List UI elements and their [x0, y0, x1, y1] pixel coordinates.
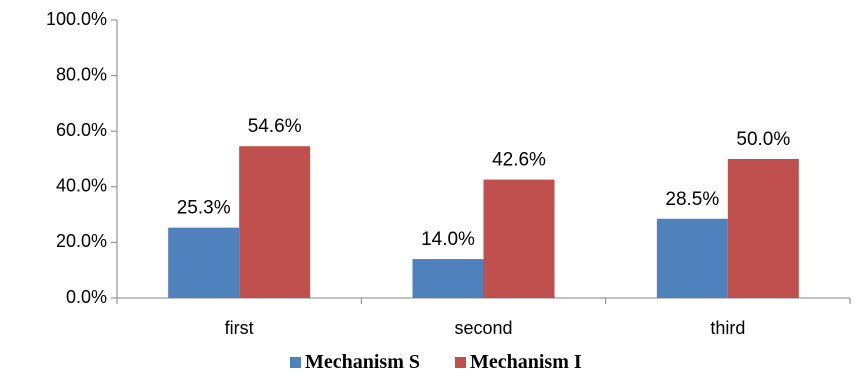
- y-axis: 0.0% 20.0% 40.0% 60.0% 80.0% 100.0%: [46, 9, 118, 307]
- data-label: 14.0%: [421, 229, 475, 250]
- y-tick-label: 40.0%: [56, 176, 107, 196]
- bar-mechanism-i-third: [727, 159, 799, 298]
- x-tick-label: third: [710, 318, 745, 338]
- x-tick-label: second: [454, 318, 512, 338]
- data-label: 50.0%: [736, 129, 790, 150]
- y-tick-label: 60.0%: [56, 120, 107, 140]
- x-axis: first second third: [116, 297, 851, 338]
- bar-mechanism-s-third: [656, 218, 728, 298]
- legend: Mechanism S Mechanism I: [290, 351, 582, 373]
- bar-mechanism-s-first: [168, 227, 240, 298]
- y-tick-label: 0.0%: [66, 287, 107, 307]
- data-label: 42.6%: [492, 150, 546, 171]
- legend-swatch: [290, 357, 301, 368]
- data-labels: 25.3% 14.0% 28.5% 54.6% 42.6% 50.0%: [177, 116, 791, 250]
- data-label: 25.3%: [177, 198, 231, 219]
- legend-label: Mechanism S: [305, 351, 420, 373]
- bar-mechanism-i-second: [483, 179, 555, 298]
- y-tick-label: 80.0%: [56, 64, 107, 84]
- bar-mechanism-s-second: [412, 259, 484, 298]
- legend-swatch: [455, 357, 466, 368]
- bar-mechanism-i-first: [239, 146, 311, 298]
- y-tick-label: 100.0%: [46, 9, 107, 29]
- legend-label: Mechanism I: [470, 351, 582, 373]
- data-label: 28.5%: [665, 189, 719, 210]
- y-tick-label: 20.0%: [56, 231, 107, 251]
- bars: [168, 146, 799, 298]
- data-label: 54.6%: [248, 116, 302, 137]
- x-tick-label: first: [225, 318, 254, 338]
